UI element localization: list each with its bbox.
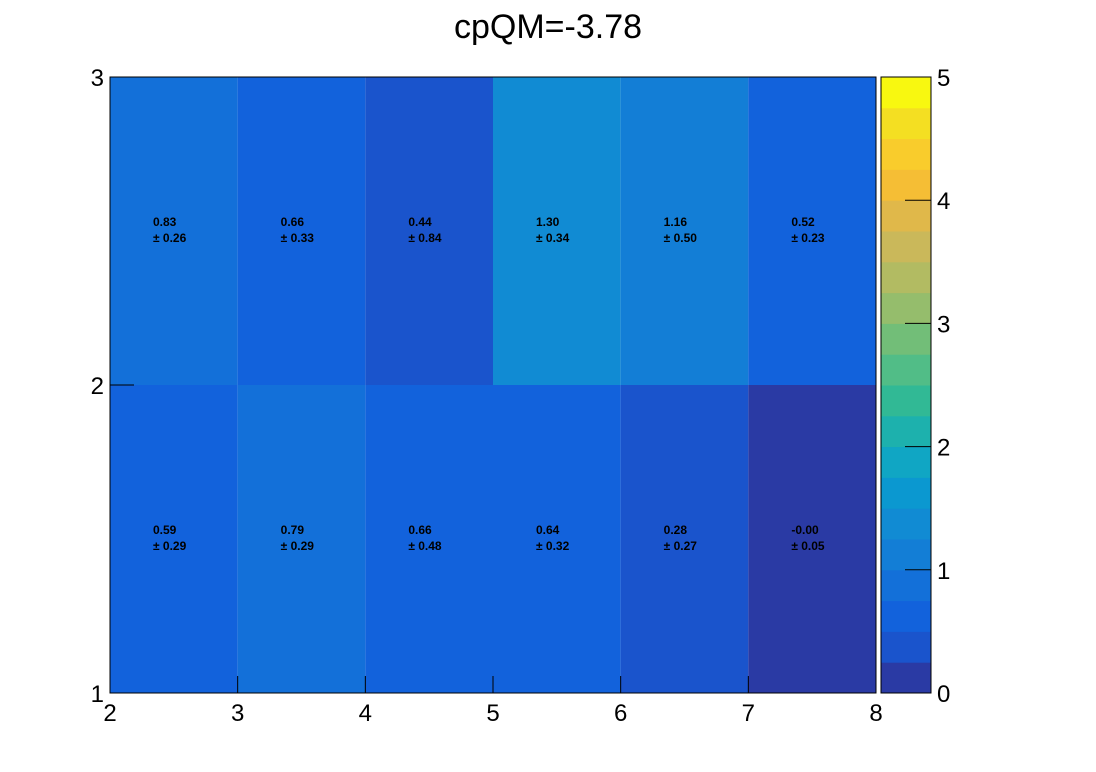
heatmap-cell xyxy=(110,77,238,385)
x-tick-label: 5 xyxy=(486,700,499,727)
cell-error-label: ± 0.48 xyxy=(408,539,442,553)
x-tick-label: 6 xyxy=(614,700,627,727)
colorbar-band xyxy=(881,569,931,602)
colorbar-band xyxy=(881,261,931,294)
cell-value-label: 1.16 xyxy=(664,215,688,229)
colorbar-band xyxy=(881,138,931,170)
heatmap-cell-labels: 0.59 ± 0.29 0.79 ± 0.29 0.66 ± 0.48 0.64 ± 0.32… xyxy=(153,215,825,553)
cell-error-label: ± 0.50 xyxy=(664,231,698,245)
heatmap-cells xyxy=(110,77,876,693)
colorbar-band xyxy=(881,169,931,201)
y-tick-label: 3 xyxy=(91,65,104,92)
heatmap-cell xyxy=(748,385,876,693)
colorbar-band xyxy=(881,539,931,571)
x-tick-label: 4 xyxy=(359,700,372,727)
cell-value-label: 0.66 xyxy=(408,523,432,537)
cell-error-label: ± 0.29 xyxy=(281,539,315,553)
colorbar-band xyxy=(881,600,931,632)
cell-value-label: 0.52 xyxy=(791,215,815,229)
colorbar-band xyxy=(881,385,931,417)
x-tick-label: 2 xyxy=(103,700,116,727)
cell-value-label: 1.30 xyxy=(536,215,560,229)
cell-value-label: 0.59 xyxy=(153,523,177,537)
cell-error-label: ± 0.34 xyxy=(536,231,570,245)
colorbar-band xyxy=(881,107,931,140)
colorbar-band xyxy=(881,323,931,355)
cell-value-label: 0.44 xyxy=(408,215,432,229)
heatmap-cell xyxy=(620,385,749,693)
y-tick-label: 2 xyxy=(91,373,104,400)
colorbar-tick-label: 3 xyxy=(937,311,950,338)
heatmap-cell xyxy=(365,77,493,385)
cell-error-label: ± 0.27 xyxy=(664,539,698,553)
cell-error-label: ± 0.33 xyxy=(281,231,315,245)
colorbar-band xyxy=(881,662,931,694)
cell-error-label: ± 0.05 xyxy=(791,539,825,553)
colorbar-band xyxy=(881,415,931,448)
colorbar-band xyxy=(881,231,931,263)
chart-title: cpQM=-3.78 xyxy=(454,8,642,46)
cell-value-label: 0.79 xyxy=(281,523,305,537)
cell-error-label: ± 0.32 xyxy=(536,539,570,553)
colorbar-band xyxy=(881,200,931,232)
x-tick-label: 8 xyxy=(869,700,882,727)
cell-value-label: 0.83 xyxy=(153,215,177,229)
colorbar-band xyxy=(881,631,931,663)
cell-value-label: 0.28 xyxy=(664,523,688,537)
y-tick-label: 1 xyxy=(91,681,104,708)
colorbar-band xyxy=(881,292,931,324)
cell-value-label: 0.66 xyxy=(281,215,305,229)
cell-error-label: ± 0.29 xyxy=(153,539,187,553)
heatmap-cell xyxy=(493,385,621,693)
colorbar: 0 1 2 3 4 5 xyxy=(880,65,950,708)
colorbar-band xyxy=(881,446,931,478)
colorbar-tick-label: 5 xyxy=(937,65,950,92)
heatmap-cell xyxy=(237,385,366,693)
cell-value-label: -0.00 xyxy=(791,523,819,537)
x-tick-label: 7 xyxy=(742,700,755,727)
x-tick-label: 3 xyxy=(231,700,244,727)
cell-error-label: ± 0.84 xyxy=(408,231,442,245)
colorbar-band xyxy=(881,477,931,509)
heatmap-cell xyxy=(748,77,876,385)
colorbar-band xyxy=(881,354,931,386)
heatmap-cell xyxy=(620,77,749,385)
colorbar-band xyxy=(881,77,931,109)
colorbar-band xyxy=(881,508,931,540)
cell-value-label: 0.64 xyxy=(536,523,560,537)
cell-error-label: ± 0.26 xyxy=(153,231,187,245)
colorbar-tick-label: 1 xyxy=(937,558,950,585)
heatmap-cell xyxy=(493,77,621,385)
heatmap-cell xyxy=(237,77,366,385)
colorbar-tick-label: 2 xyxy=(937,435,950,462)
colorbar-tick-label: 4 xyxy=(937,188,950,215)
heatmap-cell xyxy=(110,385,238,693)
heatmap-cell xyxy=(365,385,493,693)
colorbar-tick-label: 0 xyxy=(937,681,950,708)
cell-error-label: ± 0.23 xyxy=(791,231,825,245)
